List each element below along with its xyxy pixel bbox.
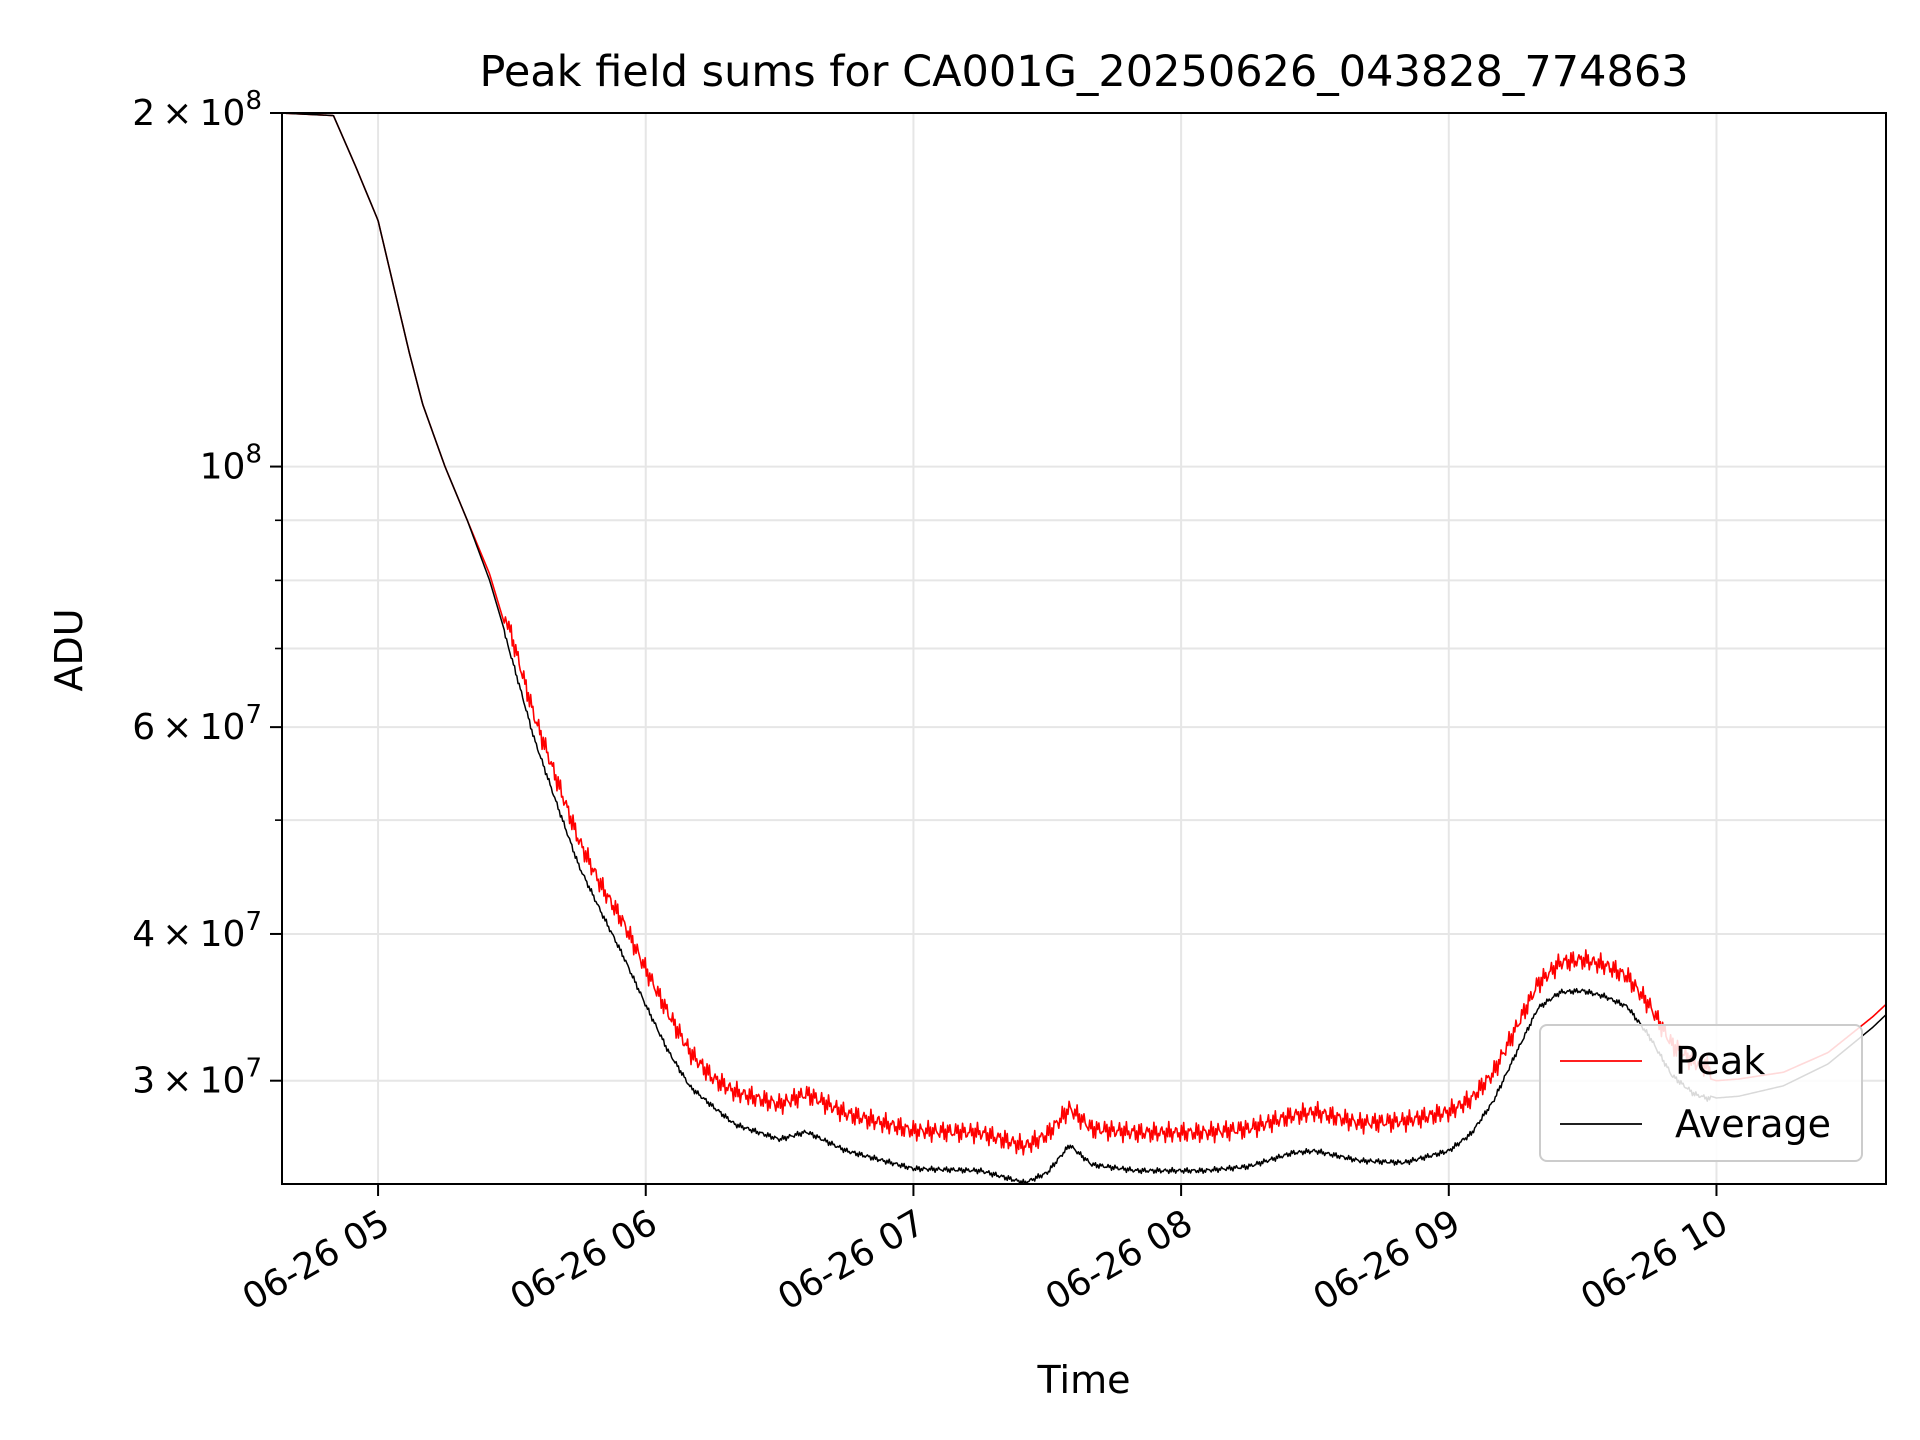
y-tick-label: 6 × 107	[132, 700, 262, 748]
legend-average-label: Average	[1675, 1102, 1831, 1146]
y-axis-label: ADU	[47, 608, 91, 691]
y-tick-mantissa: 2	[132, 93, 155, 134]
legend-peak-label: Peak	[1675, 1039, 1765, 1083]
x-axis-label: Time	[1037, 1358, 1131, 1402]
y-tick-exponent: 7	[245, 907, 262, 937]
grid-lines	[282, 113, 1886, 1184]
legend-box	[1539, 1024, 1863, 1162]
y-tick-mantissa: 10	[200, 447, 246, 488]
y-tick-label: 2 × 108	[132, 86, 262, 134]
series-lines	[281, 112, 1887, 1185]
y-tick-exponent: 8	[245, 86, 262, 116]
y-tick-mantissa: 4	[132, 914, 155, 955]
y-tick-exponent: 8	[245, 440, 262, 470]
y-tick-exponent: 7	[245, 700, 262, 730]
y-tick-mantissa: 3	[132, 1061, 155, 1102]
series-peak-line	[281, 112, 1887, 1156]
y-tick-exponent: 7	[245, 1054, 262, 1084]
y-tick-label: 108	[200, 440, 262, 488]
y-tick-mantissa: × 10	[155, 93, 245, 134]
y-tick-mantissa: × 10	[155, 1061, 245, 1102]
y-tick-label: 4 × 107	[132, 907, 262, 955]
legend: Peak Average	[1539, 1024, 1863, 1162]
series-average-line	[281, 112, 1887, 1185]
y-tick-mantissa: × 10	[155, 707, 245, 748]
y-tick-mantissa: × 10	[155, 914, 245, 955]
y-tick-label: 3 × 107	[132, 1054, 262, 1102]
chart-title: Peak field sums for CA001G_20250626_0438…	[479, 47, 1688, 97]
y-tick-mantissa: 6	[132, 707, 155, 748]
